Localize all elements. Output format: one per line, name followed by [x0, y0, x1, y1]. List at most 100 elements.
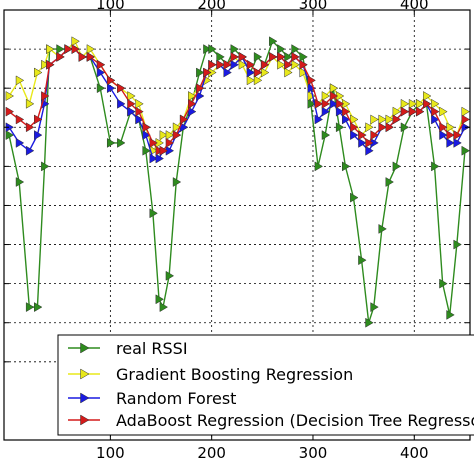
data-point	[188, 98, 197, 109]
data-point	[446, 137, 455, 148]
data-point	[408, 98, 418, 109]
data-point	[321, 106, 331, 117]
data-point	[253, 75, 263, 86]
legend-label-adaboost: AdaBoost Regression (Decision Tree Regre…	[116, 411, 474, 430]
data-point	[203, 44, 212, 55]
data-point	[307, 83, 316, 94]
legend-entry-real-rssi: real RSSI	[68, 339, 188, 358]
data-point	[246, 75, 256, 86]
data-point	[314, 114, 324, 125]
data-point	[188, 106, 197, 117]
data-point	[341, 114, 351, 125]
data-point	[142, 122, 151, 133]
data-point	[439, 278, 448, 289]
data-point	[350, 192, 359, 203]
data-point	[400, 98, 410, 109]
data-point	[155, 153, 164, 164]
data-point	[117, 98, 126, 109]
data-point	[188, 91, 197, 101]
data-point	[96, 83, 106, 94]
data-point	[34, 130, 43, 141]
data-point	[461, 106, 470, 117]
data-point	[378, 223, 387, 234]
data-point	[431, 161, 440, 172]
data-point	[15, 75, 25, 86]
x-tick-label-top: 400	[400, 0, 429, 13]
data-point	[329, 83, 339, 94]
data-point	[365, 122, 374, 133]
series-3	[5, 44, 470, 156]
data-point	[321, 130, 331, 141]
data-point	[269, 51, 278, 62]
data-point	[196, 83, 205, 94]
data-point	[392, 106, 402, 117]
data-point	[400, 106, 410, 117]
data-point	[284, 67, 293, 78]
legend-label-gradient-boosting: Gradient Boosting Regression	[116, 365, 353, 384]
data-point	[165, 130, 175, 141]
data-point	[335, 122, 345, 133]
data-point	[291, 44, 300, 55]
data-point	[142, 130, 151, 141]
data-point	[329, 91, 339, 101]
data-point	[370, 302, 379, 313]
series-layer	[5, 36, 470, 328]
data-point	[461, 114, 470, 125]
data-point	[5, 130, 15, 141]
legend-box	[57, 334, 474, 436]
legend-entry-random-forest: Random Forest	[68, 389, 236, 408]
data-point	[260, 59, 270, 70]
data-point	[246, 59, 256, 70]
data-point	[172, 130, 182, 141]
data-point	[253, 67, 263, 78]
data-point	[299, 59, 308, 70]
data-point	[106, 83, 116, 94]
data-point	[117, 83, 126, 94]
data-point	[431, 114, 440, 125]
data-point	[392, 161, 402, 172]
data-point	[149, 153, 158, 164]
data-point	[269, 36, 278, 47]
data-point	[378, 114, 387, 125]
data-point	[203, 67, 212, 78]
data-point	[34, 67, 43, 78]
data-point	[335, 98, 345, 109]
data-point	[385, 122, 394, 133]
data-point	[453, 239, 462, 250]
data-point	[46, 59, 55, 70]
data-point	[400, 122, 410, 133]
legend-marker-random-forest	[80, 392, 90, 404]
data-point	[341, 161, 351, 172]
x-tick-label-top: 200	[197, 0, 226, 13]
data-point	[96, 67, 106, 78]
data-point	[86, 44, 96, 55]
data-point	[392, 114, 402, 125]
data-point	[350, 122, 359, 133]
data-point	[385, 177, 394, 187]
data-point	[314, 98, 324, 109]
data-point	[408, 106, 418, 117]
data-point	[277, 51, 286, 62]
data-point	[358, 255, 367, 266]
data-point	[277, 59, 286, 70]
legend-label-random-forest: Random Forest	[116, 389, 236, 408]
data-point	[159, 145, 169, 156]
data-point	[453, 137, 462, 148]
data-point	[117, 137, 126, 148]
data-point	[321, 91, 331, 101]
data-point	[223, 59, 232, 70]
legend-entry-adaboost: AdaBoost Regression (Decision Tree Regre…	[68, 411, 474, 430]
data-point	[106, 137, 116, 148]
data-point	[314, 161, 324, 172]
data-point	[246, 67, 256, 78]
data-point	[159, 302, 169, 313]
data-point	[135, 114, 144, 125]
data-point	[439, 122, 448, 133]
data-point	[358, 137, 367, 148]
data-point	[284, 59, 293, 70]
data-point	[34, 114, 43, 125]
data-point	[378, 122, 387, 133]
data-point	[307, 75, 316, 86]
x-tick-label: 200	[197, 444, 226, 462]
data-point	[64, 44, 73, 55]
